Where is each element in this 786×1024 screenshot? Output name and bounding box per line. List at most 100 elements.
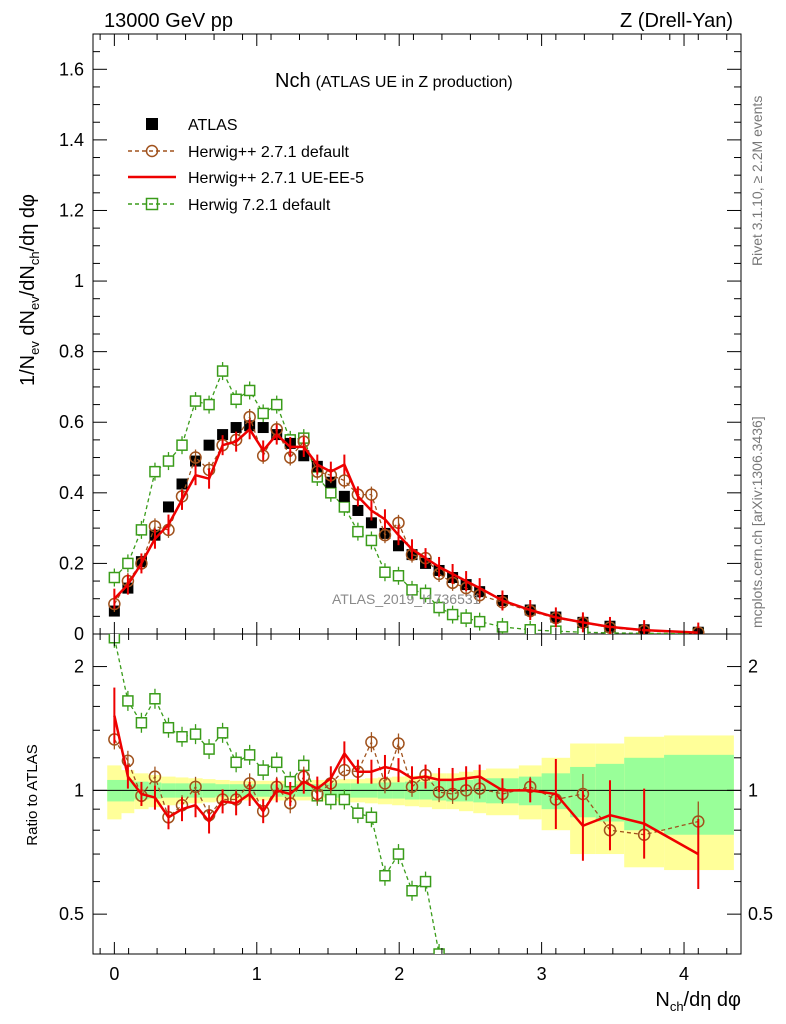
herwig7-point: [406, 584, 418, 596]
ratio-herwig7-point: [216, 727, 229, 739]
ratio-herwig7-point: [122, 695, 134, 707]
herwigpp-default-point: [365, 488, 378, 501]
herwig7-point: [352, 525, 364, 538]
ratio-herwig7-point: [189, 728, 202, 740]
herwigpp-default-point: [189, 451, 202, 464]
atlas-data-point: [338, 490, 350, 502]
atlas-data-point: [217, 429, 229, 441]
herwig7-point: [379, 566, 391, 578]
herwig7-point: [135, 524, 148, 536]
herwig7-point: [189, 395, 202, 407]
ratio-y-tick-label-right: 2: [748, 657, 758, 677]
y-tick-label: 1.4: [59, 130, 84, 150]
herwig7-point: [243, 384, 256, 397]
ratio-plot-frame: [92, 633, 742, 955]
herwig7-point: [446, 608, 459, 621]
ratio-series-group: [93, 634, 741, 954]
herwig7-point: [108, 571, 121, 584]
ratio-herwig7-point: [270, 756, 283, 769]
y-tick-label: 0.4: [59, 483, 84, 503]
y-tick-label: 0.2: [59, 553, 84, 573]
legend-label-herwig7: Herwig 7.2.1 default: [188, 197, 331, 214]
herwig7-point: [162, 455, 175, 467]
x-tick-label: 4: [679, 964, 689, 984]
x-tick-label: 2: [394, 964, 404, 984]
y-tick-label: 1.2: [59, 200, 84, 220]
legend-label-herwigpp-ueee5: Herwig++ 2.7.1 UE-EE-5: [188, 170, 364, 187]
herwig7-point: [257, 407, 269, 420]
legend: ATLAS Herwig++ 2.7.1 default Herwig++ 2.…: [128, 117, 364, 214]
chart-title: Nch (ATLAS UE in Z production): [275, 70, 513, 92]
atlas-data-point: [230, 422, 242, 434]
ratio-herwigpp-default-point: [189, 780, 202, 794]
atlas-data-point: [365, 517, 377, 529]
ratio-herwig7-point: [135, 717, 148, 729]
herwig7-point: [338, 501, 351, 513]
analysis-watermark: ATLAS_2019_I1736531: [332, 591, 481, 607]
atlas-data-point: [352, 504, 364, 516]
ratio-herwig7-point: [419, 875, 432, 888]
x-tick-label: 0: [109, 964, 119, 984]
ratio-herwig7-point: [325, 793, 337, 806]
herwig7-point: [496, 621, 509, 633]
legend-label-atlas: ATLAS: [188, 117, 238, 134]
ratio-herwig7-point: [203, 743, 215, 755]
ratio-herwig7-point: [149, 693, 161, 705]
mcplots-reference-label: mcplots.cern.ch [arXiv:1306.3436]: [749, 416, 765, 628]
ratio-herwig7-point: [392, 848, 405, 860]
ratio-herwig7-point: [338, 793, 351, 806]
ratio-herwig7-point: [379, 869, 391, 882]
herwig7-point: [270, 398, 283, 411]
ratio-herwig7-point: [230, 756, 242, 769]
herwig7-point: [216, 365, 229, 377]
legend-marker-herwig7: [145, 197, 159, 211]
chart-subtitle: (ATLAS UE in Z production): [316, 74, 513, 91]
atlas-data-point: [203, 439, 215, 451]
header-left: 13000 GeV pp: [104, 10, 233, 32]
herwig7-point: [176, 439, 188, 451]
ratio-herwig7-point: [257, 764, 269, 776]
ratio-y-tick-label-left: 0.5: [59, 904, 84, 924]
legend-marker-herwigpp-default: [145, 144, 159, 158]
header-right: Z (Drell-Yan): [620, 10, 733, 32]
ratio-herwig7-point: [433, 948, 445, 954]
ratio-uncertainty-bands: [107, 735, 734, 871]
ratio-y-tick-label-left: 1: [74, 780, 84, 800]
x-tick-label: 3: [537, 964, 547, 984]
herwig7-point: [203, 398, 215, 411]
x-axis-title: Nch/dη dφ: [655, 989, 741, 1014]
ratio-herwig7-point: [406, 884, 418, 897]
herwigpp-default-point: [378, 528, 392, 542]
atlas-data-point: [257, 422, 269, 434]
x-tick-label: 1: [252, 964, 262, 984]
y-tick-label: 1: [74, 271, 84, 291]
herwig7-point: [365, 534, 378, 547]
axes-layer: 0 1 2 3 4 0.2 0.4 0.6 0.8 1 1.2 1.4 1.6 0 0.5 0.5 1 1 2 2: [59, 34, 773, 984]
y-tick-label: 0.6: [59, 412, 84, 432]
rivet-version-label: Rivet 3.1.10, ≥ 2.2M events: [749, 96, 765, 266]
atlas-data-point: [176, 478, 188, 490]
ratio-herwig7-point: [176, 731, 188, 743]
herwig7-point: [433, 601, 445, 614]
ratio-series-layer: [93, 634, 741, 954]
herwig7-point: [325, 487, 337, 499]
atlas-data-point: [392, 540, 404, 552]
ratio-y-axis-title: Ratio to ATLAS: [24, 744, 41, 845]
herwig7-point: [473, 615, 486, 628]
ratio-herwig7-point: [162, 721, 175, 734]
y-tick-label-zero: 0: [74, 624, 84, 644]
herwig7-point: [392, 570, 405, 582]
ratio-herwig7-point: [365, 811, 378, 824]
herwig7-point: [122, 557, 134, 570]
herwig7-point: [149, 465, 161, 478]
ratio-herwig7-point: [352, 807, 364, 819]
legend-marker-atlas: [146, 118, 158, 130]
ratio-herwigpp-default-point: [148, 770, 162, 783]
ratio-herwig7-point: [243, 749, 256, 761]
ratio-y-tick-label-right: 1: [748, 780, 758, 800]
legend-label-herwigpp-default: Herwig++ 2.7.1 default: [188, 144, 350, 161]
herwig7-point: [230, 393, 242, 406]
chart-title-main: Nch: [275, 70, 311, 92]
ratio-herwigpp-default-point: [365, 735, 378, 749]
herwig7-point: [524, 624, 536, 634]
